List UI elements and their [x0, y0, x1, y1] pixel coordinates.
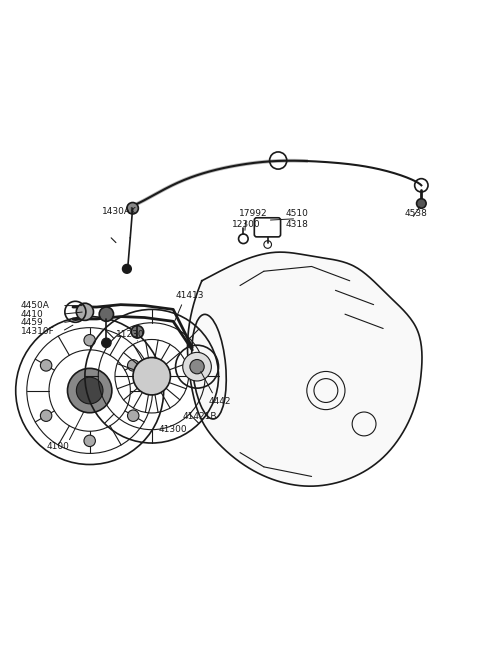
Circle shape [40, 410, 52, 421]
Circle shape [128, 410, 139, 421]
Circle shape [102, 338, 111, 348]
Circle shape [68, 369, 112, 413]
Circle shape [40, 359, 52, 371]
Text: 14310F: 14310F [21, 327, 54, 336]
Text: 4100: 4100 [47, 442, 70, 451]
Circle shape [122, 265, 131, 273]
Circle shape [76, 377, 103, 404]
Text: 4538: 4538 [405, 208, 428, 217]
Circle shape [131, 326, 144, 338]
Polygon shape [188, 252, 422, 486]
Circle shape [133, 357, 170, 395]
Circle shape [190, 359, 204, 374]
Text: 17992: 17992 [239, 208, 268, 217]
FancyBboxPatch shape [254, 217, 281, 237]
Text: 41300: 41300 [159, 425, 188, 434]
Text: 4442: 4442 [209, 397, 231, 405]
Text: 41413: 41413 [176, 290, 204, 300]
Text: 11230: 11230 [116, 330, 144, 339]
Circle shape [84, 334, 96, 346]
Text: 1430AK: 1430AK [102, 207, 136, 216]
Circle shape [99, 307, 114, 321]
Circle shape [417, 198, 426, 208]
Text: 4450A: 4450A [21, 301, 49, 310]
Circle shape [183, 352, 211, 381]
Circle shape [127, 202, 138, 214]
Text: 4459: 4459 [21, 318, 43, 327]
Circle shape [128, 359, 139, 371]
Circle shape [76, 304, 94, 321]
Text: 4318: 4318 [285, 220, 308, 229]
Text: 4410: 4410 [21, 309, 43, 319]
Text: 12300: 12300 [232, 220, 261, 229]
Circle shape [84, 435, 96, 447]
Text: 4510: 4510 [285, 208, 308, 217]
Text: 41421B: 41421B [183, 413, 217, 421]
